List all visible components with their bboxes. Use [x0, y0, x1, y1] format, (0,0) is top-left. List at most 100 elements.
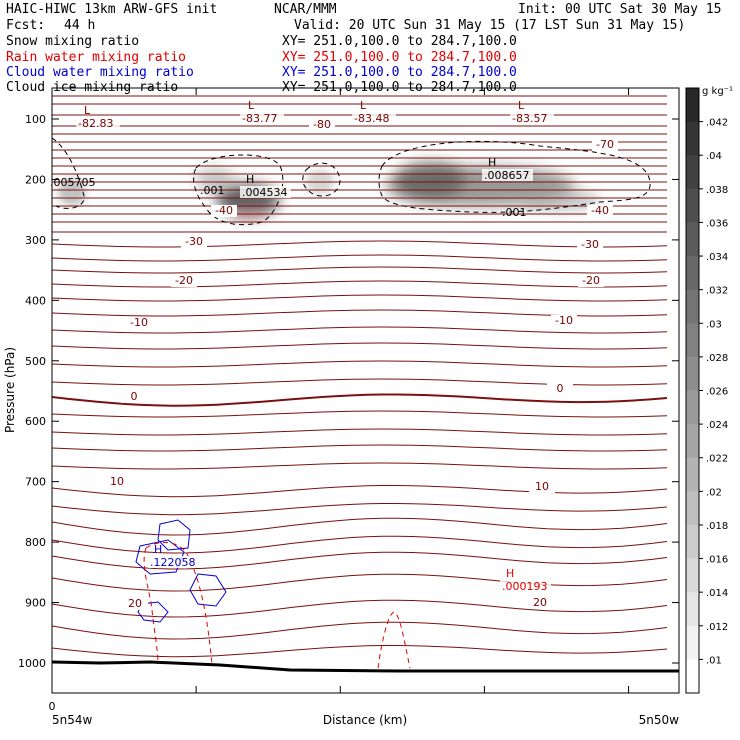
label-bg: [122, 598, 148, 610]
temperature-label: -30: [185, 235, 203, 248]
fcst-label: Fcst:: [6, 18, 46, 33]
temperature-contour: [52, 240, 668, 248]
label-bg: [121, 391, 147, 403]
label-bg: [211, 205, 237, 217]
extrema-value: -82.83: [78, 117, 113, 130]
colorbar-swatch: [686, 491, 699, 526]
temperature-contour: [52, 551, 668, 570]
temperature-contour: [52, 254, 668, 262]
temperature-label: -80: [313, 118, 331, 131]
x-axis-label: Distance (km): [323, 713, 407, 727]
colorbar-swatch: [686, 323, 699, 358]
temperature-contour: [52, 535, 668, 554]
temperature-contour: [52, 573, 668, 592]
field-xy-cloud-ice: XY= 251.0,100.0 to 284.7,100.0: [282, 80, 517, 95]
colorbar-tick-label: .038: [706, 185, 728, 196]
y-tick-label: 300: [25, 234, 46, 247]
colorbar-tick-label: .032: [706, 286, 728, 297]
label-bg: [240, 112, 284, 124]
extrema-mark: H: [488, 156, 496, 169]
extrema-value: -83.48: [354, 112, 389, 125]
cloud-water-contour: [135, 539, 185, 575]
snow-blob: [385, 166, 575, 206]
label-bg: [578, 275, 604, 287]
label-bg: [577, 239, 603, 251]
temperature-contour: [52, 280, 668, 288]
colorbar-swatch: [686, 625, 699, 660]
temperature-contour: [52, 360, 668, 368]
snow-blob: [58, 178, 86, 206]
extrema-value: .004534: [242, 186, 288, 199]
init-label: Init: 00 UTC Sat 30 May 15: [518, 2, 722, 17]
label-bg: [592, 139, 618, 151]
label-bg: [181, 236, 207, 248]
colorbar-swatch: [686, 390, 699, 425]
label-bg: [171, 275, 197, 287]
snow-shading: [58, 162, 600, 222]
colorbar-tick-label: .024: [706, 420, 728, 431]
temperature-contour: [52, 378, 668, 386]
valid-label: Valid: 20 UTC Sun 31 May 15 (17 LST Sun …: [294, 18, 686, 33]
rain-tint: [232, 206, 268, 222]
cloud-water-contours: [135, 519, 227, 623]
label-bg: [309, 119, 335, 131]
label-bg: [482, 169, 533, 181]
colorbar-swatch: [686, 188, 699, 223]
temperature-contour: [52, 266, 668, 274]
field-name-cloud-ice: Cloud ice mixing ratio: [6, 80, 179, 95]
y-tick-label: 900: [25, 597, 46, 610]
colorbar-swatch: [686, 558, 699, 593]
colorbar-swatch: [686, 659, 699, 694]
snow-blob: [395, 162, 465, 198]
colorbar-swatch: [686, 256, 699, 291]
temperature-contour: [52, 309, 668, 317]
colorbar-tick-label: .042: [706, 118, 728, 129]
snow-blob: [195, 168, 235, 192]
colorbar-tick-label: .036: [706, 218, 728, 229]
label-bg: [587, 205, 613, 217]
y-tick-label: 100: [25, 113, 46, 126]
colorbar-tick-label: .01: [706, 655, 722, 666]
temperature-label: 10: [110, 475, 124, 488]
colorbar-swatch: [686, 592, 699, 627]
terrain-line: [51, 660, 679, 673]
ice-contour: [52, 137, 85, 209]
label-bg: [148, 556, 199, 568]
extrema-value: -83.77: [242, 112, 277, 125]
rain-contour: [377, 611, 411, 669]
colorbar-tick-label: .012: [706, 622, 728, 633]
temperature-contour: [52, 517, 668, 536]
colorbar-tick-label: .034: [706, 252, 728, 263]
temperature-contour: [52, 342, 668, 350]
temperature-label: 20: [128, 597, 142, 610]
temperature-contour: [52, 621, 668, 640]
colorbar-swatch: [686, 88, 699, 123]
temperature-contour: [52, 645, 668, 658]
extrema-value: .000193: [502, 580, 548, 593]
x-origin-tick: 0: [49, 700, 56, 713]
cloud-ice-contours: [52, 137, 651, 226]
extrema-mark: L: [518, 99, 525, 112]
label-bg: [547, 383, 573, 395]
x-start-label: 5n54w: [52, 713, 93, 727]
colorbar-swatch: [686, 289, 699, 324]
colorbar-tick-label: .026: [706, 387, 728, 398]
extrema-mark: H: [506, 567, 514, 580]
field-xy-cloud-water: XY= 251.0,100.0 to 284.7,100.0: [282, 65, 517, 80]
temperature-label: -20: [582, 274, 600, 287]
y-tick-label: 400: [25, 294, 46, 307]
y-tick-label: 600: [25, 415, 46, 428]
y-axis-label: Pressure (hPa): [3, 347, 17, 433]
label-bg: [352, 112, 396, 124]
colorbar-tick-label: .028: [706, 353, 728, 364]
temperature-contour: [52, 444, 668, 452]
ice-contour: [302, 162, 341, 197]
colorbar-tick-label: .018: [706, 521, 728, 532]
plot-frame: [51, 87, 680, 694]
colorbar: .01 .012 .014 .016 .018 .02 .022 .024 .026 .028 .0…: [685, 87, 728, 694]
extrema-mark: H: [154, 543, 162, 556]
temperature-label: 10: [535, 480, 549, 493]
colorbar-swatch: [686, 356, 699, 391]
colorbar-swatch: [686, 121, 699, 156]
extrema-mark: L: [248, 99, 255, 112]
